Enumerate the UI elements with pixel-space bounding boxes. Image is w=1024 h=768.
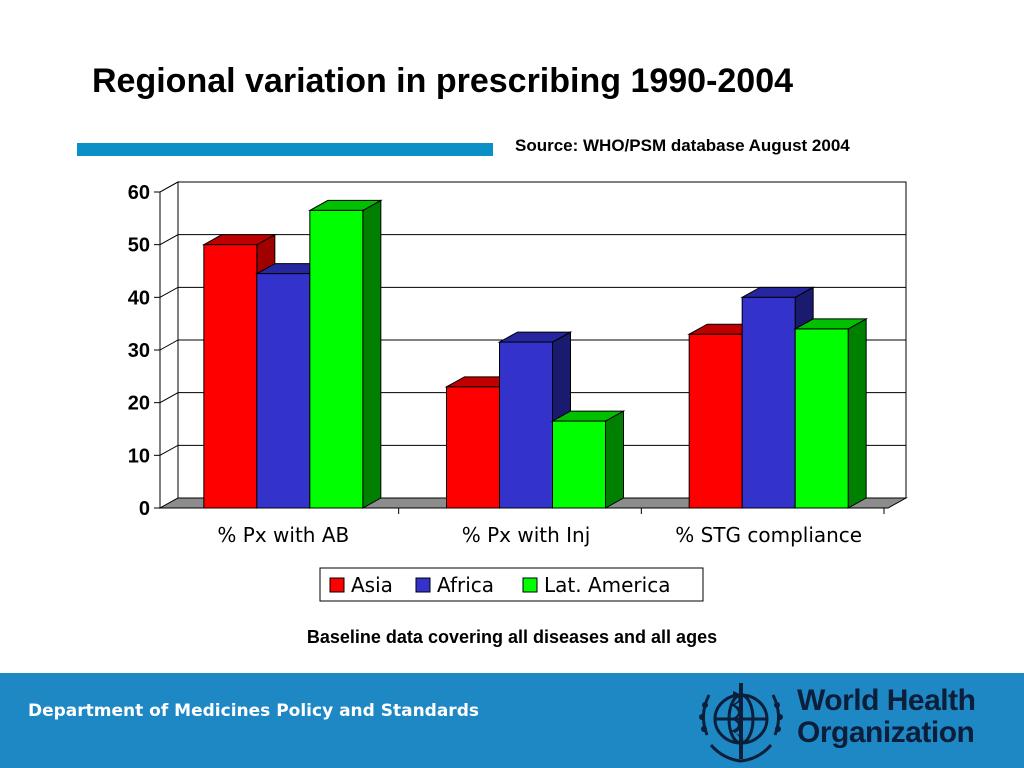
bar-asia xyxy=(688,333,743,509)
who-emblem-icon xyxy=(699,683,783,763)
legend-label: Africa xyxy=(437,573,494,597)
footer-bar: Department of Medicines Policy and Stand… xyxy=(0,673,1024,768)
org-name-line2: Organization xyxy=(797,716,975,749)
legend-label: Lat. America xyxy=(544,573,670,597)
y-tick-label: 40 xyxy=(128,287,150,309)
legend-swatch-lat-america xyxy=(522,577,538,593)
legend-label: Asia xyxy=(351,573,393,597)
organization-name: World Health Organization xyxy=(797,684,976,749)
y-tick-label: 10 xyxy=(128,445,150,467)
y-tick-label: 30 xyxy=(128,340,150,362)
org-name-line1: World Health xyxy=(797,684,976,717)
y-tick-label: 60 xyxy=(128,182,150,204)
department-name: Department of Medicines Policy and Stand… xyxy=(28,701,479,721)
bar-lat-america xyxy=(552,420,606,509)
y-tick-label: 0 xyxy=(139,498,150,520)
bar-africa xyxy=(256,273,311,509)
bar-side-lat-america xyxy=(847,318,867,509)
gridline xyxy=(159,444,906,456)
legend-swatch-africa xyxy=(415,577,431,593)
bar-side-lat-america xyxy=(362,199,382,509)
y-tick-label: 20 xyxy=(128,393,150,415)
y-tick-label: 50 xyxy=(128,235,150,257)
bar-asia xyxy=(446,386,500,509)
accent-rule xyxy=(77,143,493,156)
gridline xyxy=(159,392,906,404)
bar-lat-america xyxy=(309,209,364,509)
source-note: Source: WHO/PSM database August 2004 xyxy=(515,136,850,155)
slide-title: Regional variation in prescribing 1990-2… xyxy=(92,62,794,100)
gridline xyxy=(159,234,906,246)
bar-africa xyxy=(499,341,553,509)
x-tick-label: % Px with Inj xyxy=(462,523,591,547)
bar-asia xyxy=(203,244,258,509)
bar-chart: 0 10 20 30 40 50 60 % Px with AB % Px with Inj % … xyxy=(128,181,908,602)
bar-lat-america xyxy=(794,328,849,509)
x-tick-label: % STG compliance xyxy=(675,523,862,547)
gridline xyxy=(159,286,906,298)
baseline-note: Baseline data covering all diseases and … xyxy=(306,627,718,647)
x-tick-label: % Px with AB xyxy=(217,523,349,547)
bar-africa xyxy=(741,296,796,509)
gridline xyxy=(159,339,906,351)
bar-side-lat-america xyxy=(605,410,624,509)
legend-swatch-asia xyxy=(329,577,345,593)
chart-legend xyxy=(319,567,704,602)
gridline xyxy=(159,181,906,193)
